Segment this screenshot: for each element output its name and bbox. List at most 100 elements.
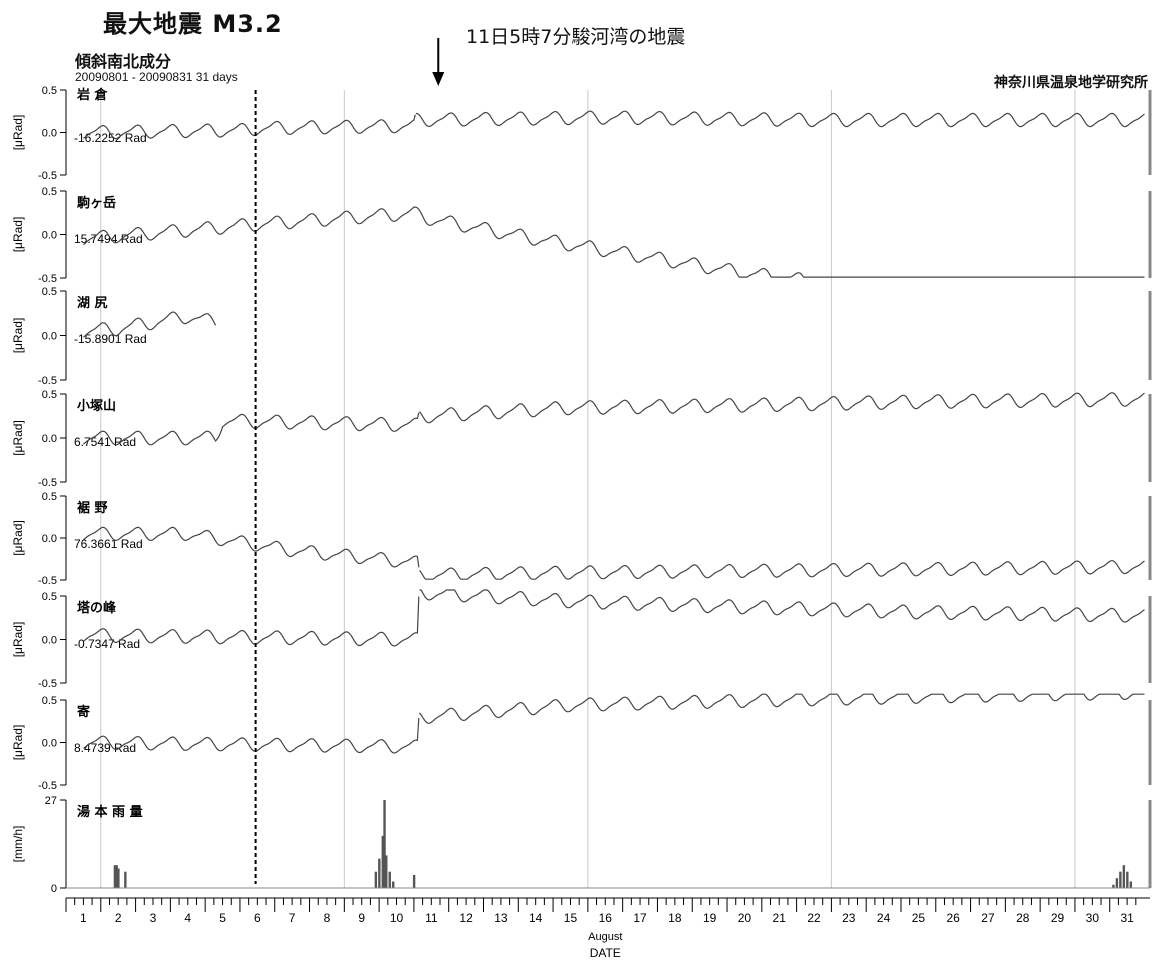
offset-value: 76.3661 Rad [74,537,143,551]
y-tick-label: 0.5 [42,491,57,503]
y-tick-label: 0.5 [42,591,57,603]
tilt-series-line [83,526,1145,580]
y-tick-label: 0.0 [42,433,57,445]
x-tick-label: 6 [254,911,261,925]
rain-bar [124,871,127,888]
x-tick-label: 1 [80,911,87,925]
station-name: 裾 野 [77,500,108,516]
x-tick-label: 26 [946,911,960,925]
x-tick-label: 12 [459,911,473,925]
y-tick-label: -0.5 [38,575,57,587]
y-axis-label: [μRad] [11,420,25,456]
component-label: 傾斜南北成分 [75,52,172,71]
x-tick-label: 22 [807,911,821,925]
y-tick-label: 0.5 [42,695,57,707]
x-tick-label: 10 [390,911,404,925]
x-tick-label: 19 [703,911,717,925]
y-tick-label: 0.0 [42,331,57,343]
x-tick-label: 25 [912,911,926,925]
y-tick-label: 27 [45,795,57,807]
x-tick-label: 30 [1086,911,1100,925]
station-name: 駒ヶ岳 [76,195,116,211]
rain-bar [388,871,391,888]
y-tick-label: 0.0 [42,128,57,140]
rain-bar [392,881,395,888]
y-tick-label: 0.5 [42,286,57,298]
y-axis-label: [μRad] [11,217,25,253]
x-tick-label: 9 [358,911,365,925]
rain-bar [1112,884,1115,888]
x-tick-label: 14 [529,911,543,925]
x-tick-label: 20 [738,911,752,925]
y-axis-label: [μRad] [11,115,25,151]
rain-bar [1115,878,1119,888]
x-tick-label: 24 [877,911,891,925]
x-tick-label: 8 [324,911,331,925]
y-tick-label: 0 [51,883,57,895]
y-tick-label: -0.5 [38,477,57,489]
y-tick-label: 0.0 [42,533,57,545]
x-month-label: August [588,931,622,943]
station-name: 岩 倉 [76,87,109,103]
institute-label: 神奈川県温泉地学研究所 [994,75,1148,91]
rain-bar [1119,871,1122,888]
date-range-label: 20090801 - 20090831 31 days [75,70,238,84]
y-tick-label: -0.5 [38,170,57,182]
x-tick-label: 27 [981,911,995,925]
x-tick-label: 3 [150,911,157,925]
x-axis-title: DATE [590,946,621,960]
y-tick-label: -0.5 [38,678,57,690]
x-tick-label: 17 [633,911,647,925]
rain-bar [385,855,388,888]
tilt-series-line [83,693,1145,754]
rain-bar [381,835,384,888]
rain-bar [1129,881,1133,888]
rain-bar [378,858,381,888]
y-tick-label: 0.5 [42,389,57,401]
station-name: 湯 本 雨 量 [77,804,143,820]
offset-value: -15.8901 Rad [74,332,147,346]
rain-bar [113,865,117,888]
rain-bar [1122,865,1126,888]
station-name: 寄 [77,704,90,720]
y-tick-label: 0.5 [42,85,57,97]
y-tick-label: -0.5 [38,375,57,387]
quake-arrow-head [432,72,445,86]
x-tick-label: 5 [219,911,226,925]
x-tick-label: 21 [773,911,787,925]
station-name: 小塚山 [77,398,116,414]
rain-bar [115,865,118,888]
station-name: 塔の峰 [77,600,117,616]
x-tick-label: 23 [842,911,856,925]
x-tick-label: 15 [564,911,578,925]
x-tick-label: 13 [494,911,508,925]
tilt-series-line [83,311,217,338]
y-tick-label: 0.0 [42,230,57,242]
y-axis-label: [mm/h] [11,826,25,863]
offset-value: -16.2252 Rad [74,131,147,145]
x-tick-label: 29 [1051,911,1065,925]
rain-bar [117,868,120,888]
rain-bar [412,874,416,888]
offset-value: 6.7541 Rad [74,435,136,449]
y-tick-label: 0.0 [42,635,57,647]
y-axis-label: [μRad] [11,318,25,354]
rain-bar [383,800,386,888]
max-earthquake-title: 最大地震 M3.2 [103,10,283,38]
x-tick-label: 7 [289,911,296,925]
rain-bar [374,871,378,888]
rain-bar [1126,871,1129,888]
y-axis-label: [μRad] [11,725,25,761]
y-axis-label: [μRad] [11,622,25,658]
y-tick-label: -0.5 [38,273,57,285]
x-tick-label: 16 [599,911,613,925]
x-tick-label: 4 [184,911,191,925]
x-tick-label: 18 [668,911,682,925]
y-tick-label: 0.0 [42,738,57,750]
earthquake-annotation: 11日5時7分駿河湾の地震 [466,26,686,48]
x-tick-label: 31 [1120,911,1134,925]
x-tick-label: 11 [425,911,438,925]
x-tick-label: 28 [1016,911,1030,925]
tilt-series-line [83,110,1145,140]
